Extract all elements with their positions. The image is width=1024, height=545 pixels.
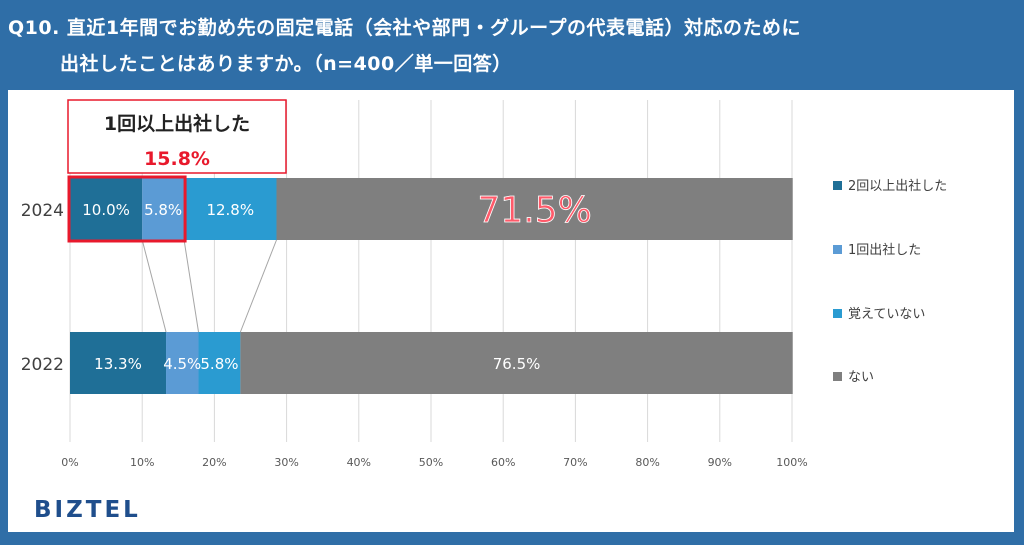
bar-segment: [70, 178, 143, 240]
legend-label: ない: [848, 370, 874, 385]
biztel-logo: BIZTEL: [34, 497, 141, 523]
question-title-line1: Q10. 直近1年間でお勤め先の固定電話（会社や部門・グループの代表電話）対応の…: [8, 17, 802, 39]
y-category-label: 2024: [21, 201, 64, 221]
question-title-line2: 出社したことはありますか。（n=400／単一回答）: [60, 53, 512, 75]
legend-swatch: [833, 372, 842, 381]
highlight-percentage: 71.5%: [477, 190, 591, 231]
legend-label: 1回出社した: [848, 242, 921, 258]
series-connector: [183, 239, 200, 333]
bar-segment: [184, 178, 277, 240]
highlight-box: [67, 175, 187, 243]
bar-segment: [70, 332, 167, 394]
x-tick-label: 50%: [419, 456, 443, 469]
legend-swatch: [833, 309, 842, 318]
series-connector: [239, 239, 277, 333]
legend-label: 2回以上出社した: [848, 178, 947, 194]
x-tick-label: 40%: [347, 456, 371, 469]
data-label: 5.8%: [144, 201, 182, 219]
data-label: 12.8%: [206, 201, 254, 219]
x-tick-label: 20%: [202, 456, 226, 469]
legend-swatch: [833, 181, 842, 190]
legend-swatch: [833, 245, 842, 254]
callout-box: [67, 99, 287, 174]
bars: [70, 178, 793, 394]
data-label: 76.5%: [493, 355, 541, 373]
y-category-label: 2022: [21, 355, 64, 375]
bar-segment: [166, 332, 199, 394]
x-tick-label: 60%: [491, 456, 515, 469]
data-label: 13.3%: [94, 355, 142, 373]
x-tick-label: 0%: [61, 456, 78, 469]
x-tick-label: 90%: [708, 456, 732, 469]
question-title: Q10. 直近1年間でお勤め先の固定電話（会社や部門・グループの代表電話）対応の…: [8, 10, 1008, 82]
callout-value: 15.8%: [144, 148, 210, 170]
bar-segment: [142, 178, 185, 240]
x-tick-label: 100%: [776, 456, 807, 469]
connector-lines: [141, 239, 277, 333]
data-label: 5.8%: [200, 355, 238, 373]
bar-segment: [198, 332, 241, 394]
x-tick-label: 10%: [130, 456, 154, 469]
legend-label: 覚えていない: [848, 307, 925, 322]
series-connector: [141, 239, 167, 333]
x-tick-label: 30%: [274, 456, 298, 469]
axes: 0% 10% 20% 30% 40% 50% 60% 70% 80% 90% 100% 2024 202…: [21, 201, 808, 469]
data-label: 10.0%: [82, 201, 130, 219]
data-labels: 10.0% 5.8% 12.8%13.3% 4.5% 5.8% 76.5%: [82, 201, 540, 373]
data-label: 4.5%: [163, 355, 201, 373]
bar-segment: [240, 332, 793, 394]
x-tick-label: 70%: [563, 456, 587, 469]
callout-label: 1回以上出社した: [104, 112, 250, 135]
bar-segment: [276, 178, 793, 240]
x-tick-label: 80%: [635, 456, 659, 469]
